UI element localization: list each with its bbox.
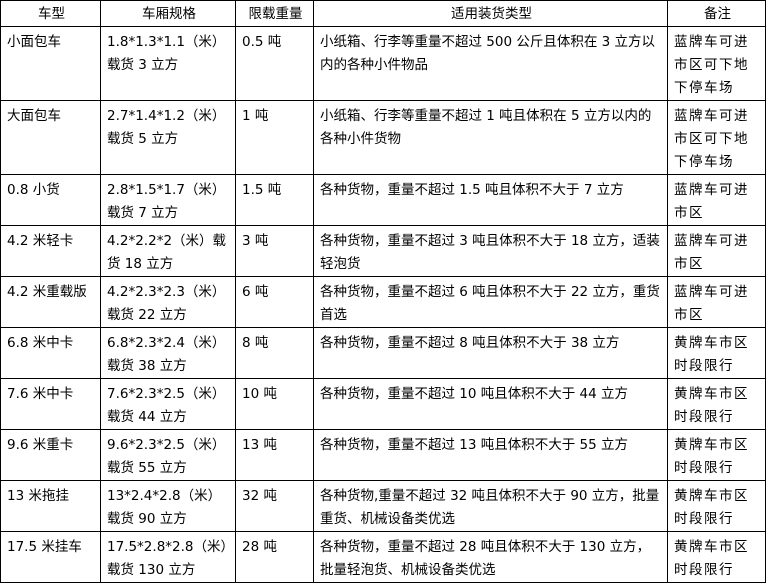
table-cell: 0.8 小货 (0, 174, 101, 226)
table-cell: 小面包车 (0, 26, 101, 101)
table-cell: 黄牌车市区时段限行 (667, 378, 766, 430)
table-cell: 蓝牌车可进市区 (667, 276, 766, 328)
table-cell: 各种货物，重量不超过 13 吨且体积不大于 55 立方 (313, 429, 668, 481)
table-cell: 9.6*2.3*2.5（米）载货 55 立方 (100, 429, 236, 481)
table-cell: 各种货物，重量不超过 3 吨且体积不大于 18 立方，适装轻泡货 (313, 225, 668, 277)
table-cell: 7.6 米中卡 (0, 378, 101, 430)
table-cell: 各种货物，重量不超过 28 吨且体积不大于 130 立方，批量轻泡货、机械设备类… (313, 531, 668, 583)
table-row: 17.5 米挂车 17.5*2.8*2.8（米）载货 130 立方 28 吨各种货物… (0, 531, 766, 583)
table-cell: 黄牌车市区时段限行 (667, 480, 766, 532)
table-cell: 13*2.4*2.8（米）载货 90 立方 (100, 480, 236, 532)
table-cell: 0.5 吨 (235, 26, 314, 101)
table-cell: 黄牌车市区时段限行 (667, 429, 766, 481)
table-cell: 17.5 米挂车 (0, 531, 101, 583)
header-row: 车型 车厢规格 限载重量 适用装货类型 备注 (0, 0, 766, 27)
table-row: 0.8 小货 2.8*1.5*1.7（米）载货 7 立方 1.5 吨各种货物，重量不… (0, 174, 766, 226)
table-cell: 各种货物，重量不超过 8 吨且体积不大于 38 立方 (313, 327, 668, 379)
table-cell: 1 吨 (235, 100, 314, 175)
table-cell: 4.2 米轻卡 (0, 225, 101, 277)
table-cell: 2.7*1.4*1.2（米）载货 5 立方 (100, 100, 236, 175)
table-cell: 1.8*1.3*1.1（米）载货 3 立方 (100, 26, 236, 101)
table-cell: 蓝牌车可进市区 (667, 225, 766, 277)
table-cell: 大面包车 (0, 100, 101, 175)
table-cell: 32 吨 (235, 480, 314, 532)
header-cell: 车型 (0, 0, 101, 27)
table-cell: 9.6 米重卡 (0, 429, 101, 481)
table-cell: 黄牌车市区时段限行 (667, 327, 766, 379)
table-cell: 13 米拖挂 (0, 480, 101, 532)
table-cell: 黄牌车市区时段限行 (667, 531, 766, 583)
table-cell: 4.2*2.2*2（米）载货 18 立方 (100, 225, 236, 277)
table-row: 小面包车 1.8*1.3*1.1（米）载货 3 立方 0.5 吨小纸箱、行李等重量不… (0, 26, 766, 101)
table-cell: 13 吨 (235, 429, 314, 481)
table-cell: 10 吨 (235, 378, 314, 430)
table-row: 13 米拖挂 13*2.4*2.8（米）载货 90 立方 32 吨各种货物,重量不超… (0, 480, 766, 532)
table-row: 9.6 米重卡 9.6*2.3*2.5（米）载货 55 立方 13 吨各种货物，重量… (0, 429, 766, 481)
table-cell: 各种货物，重量不超过 6 吨且体积不大于 22 立方，重货首选 (313, 276, 668, 328)
table-cell: 3 吨 (235, 225, 314, 277)
table-row: 6.8 米中卡 6.8*2.3*2.4（米）载货 38 立方 8 吨各种货物，重量不… (0, 327, 766, 379)
table-cell: 各种货物，重量不超过 10 吨且体积不大于 44 立方 (313, 378, 668, 430)
table-cell: 蓝牌车可进市区可下地下停车场 (667, 100, 766, 175)
header-cell: 车厢规格 (100, 0, 236, 27)
table-cell: 7.6*2.3*2.5（米）载货 44 立方 (100, 378, 236, 430)
table-cell: 8 吨 (235, 327, 314, 379)
table-cell: 各种货物，重量不超过 1.5 吨且体积不大于 7 立方 (313, 174, 668, 226)
table-cell: 蓝牌车可进市区可下地下停车场 (667, 26, 766, 101)
table-cell: 蓝牌车可进市区 (667, 174, 766, 226)
header-cell: 适用装货类型 (313, 0, 668, 27)
table-cell: 6 吨 (235, 276, 314, 328)
table-cell: 小纸箱、行李等重量不超过 1 吨且体积在 5 立方以内的各种小件货物 (313, 100, 668, 175)
table-cell: 2.8*1.5*1.7（米）载货 7 立方 (100, 174, 236, 226)
table-cell: 6.8 米中卡 (0, 327, 101, 379)
table-cell: 4.2 米重载版 (0, 276, 101, 328)
table-cell: 1.5 吨 (235, 174, 314, 226)
table-cell: 28 吨 (235, 531, 314, 583)
table-row: 7.6 米中卡 7.6*2.3*2.5（米）载货 44 立方 10 吨各种货物，重量… (0, 378, 766, 430)
header-cell: 备注 (667, 0, 766, 27)
table-cell: 6.8*2.3*2.4（米）载货 38 立方 (100, 327, 236, 379)
header-cell: 限载重量 (235, 0, 314, 27)
table-row: 4.2 米重载版 4.2*2.3*2.3（米）载货 22 立方 6 吨各种货物，重量… (0, 276, 766, 328)
table-row: 4.2 米轻卡 4.2*2.2*2（米）载货 18 立方 3 吨各种货物，重量不超过… (0, 225, 766, 277)
table-row: 大面包车 2.7*1.4*1.2（米）载货 5 立方 1 吨小纸箱、行李等重量不超过… (0, 100, 766, 175)
table-body: 小面包车 1.8*1.3*1.1（米）载货 3 立方 0.5 吨小纸箱、行李等重量不… (0, 26, 766, 583)
table-cell: 17.5*2.8*2.8（米）载货 130 立方 (100, 531, 236, 583)
table-cell: 各种货物,重量不超过 32 吨且体积不大于 90 立方，批量重货、机械设备类优选 (313, 480, 668, 532)
table-cell: 小纸箱、行李等重量不超过 500 公斤且体积在 3 立方以内的各种小件物品 (313, 26, 668, 101)
table-cell: 4.2*2.3*2.3（米）载货 22 立方 (100, 276, 236, 328)
